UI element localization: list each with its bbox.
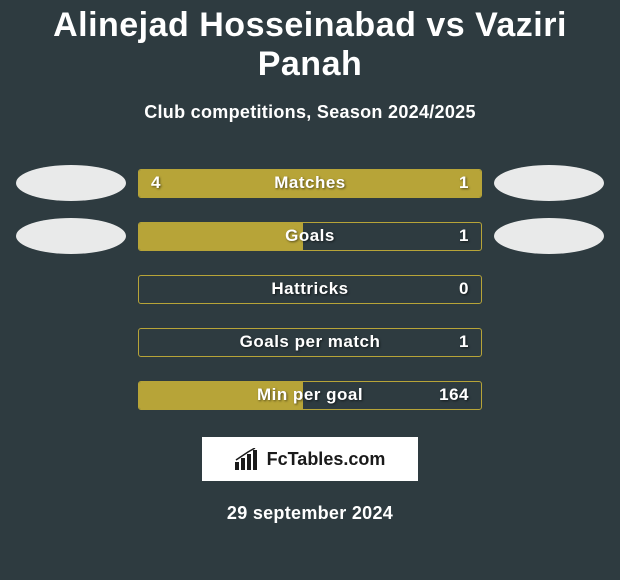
avatar-spacer — [16, 377, 126, 413]
stat-bar-right-fill — [406, 170, 481, 197]
stat-value-right: 164 — [439, 385, 469, 405]
chart-bars-icon — [235, 448, 261, 470]
stat-value-right: 1 — [459, 226, 469, 246]
stat-label: Goals — [285, 226, 335, 246]
comparison-row: Goals 1 — [0, 218, 620, 254]
stat-label: Goals per match — [240, 332, 381, 352]
avatar-spacer — [16, 324, 126, 360]
player-avatar-left — [16, 165, 126, 201]
logo-text: FcTables.com — [267, 449, 386, 470]
stat-bar-left-fill — [139, 223, 303, 250]
player-avatar-right — [494, 165, 604, 201]
stat-bar: 4 Matches 1 — [138, 169, 482, 198]
stat-label: Min per goal — [257, 385, 363, 405]
player-avatar-left — [16, 218, 126, 254]
avatar-spacer — [494, 377, 604, 413]
stat-bar: Goals per match 1 — [138, 328, 482, 357]
avatar-spacer — [16, 271, 126, 307]
stat-value-right: 1 — [459, 332, 469, 352]
comparison-row: Goals per match 1 — [0, 324, 620, 360]
player-avatar-right — [494, 218, 604, 254]
page-title: Alinejad Hosseinabad vs Vaziri Panah — [0, 6, 620, 84]
footer-date: 29 september 2024 — [227, 503, 393, 524]
comparison-row: 4 Matches 1 — [0, 165, 620, 201]
avatar-spacer — [494, 324, 604, 360]
stat-value-right: 0 — [459, 279, 469, 299]
logo-box: FcTables.com — [202, 437, 418, 481]
stat-bar: Min per goal 164 — [138, 381, 482, 410]
stat-label: Matches — [274, 173, 346, 193]
page-subtitle: Club competitions, Season 2024/2025 — [144, 102, 476, 123]
stat-value-left: 4 — [151, 173, 161, 193]
stat-bar: Hattricks 0 — [138, 275, 482, 304]
avatar-spacer — [494, 271, 604, 307]
stat-bar: Goals 1 — [138, 222, 482, 251]
comparison-row: Hattricks 0 — [0, 271, 620, 307]
stat-bar-left-fill — [139, 170, 406, 197]
comparison-row: Min per goal 164 — [0, 377, 620, 413]
comparison-rows: 4 Matches 1 Goals 1 Hattricks 0 Goals per match… — [0, 165, 620, 413]
stat-label: Hattricks — [271, 279, 348, 299]
stat-value-right: 1 — [459, 173, 469, 193]
